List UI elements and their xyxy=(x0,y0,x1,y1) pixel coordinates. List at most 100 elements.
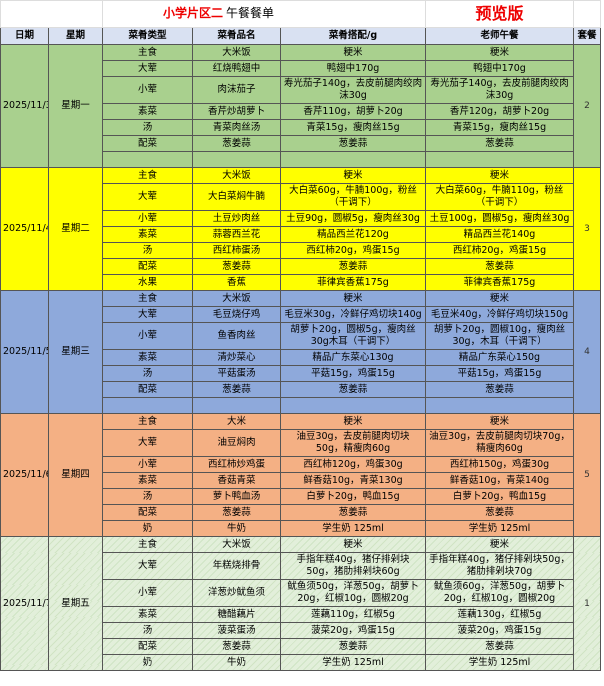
menu-cell: 土豆100g，圆椒5g，瘦肉丝30g xyxy=(425,210,575,227)
menu-row: 小荤 肉沫茄子 寿光茄子140g，去皮前腿肉绞肉沫30g 寿光茄子140g，去皮前腿肉… xyxy=(0,76,601,104)
menu-cell: 汤 xyxy=(102,488,193,505)
menu-cell: 葱姜蒜 xyxy=(192,258,281,275)
menu-cell: 油豆30g，去皮前腿肉切块70g，精瘦肉60g xyxy=(425,429,575,457)
menu-cell: 鸭翅中170g xyxy=(279,60,427,77)
menu-cell: 香蕉 xyxy=(192,274,281,291)
menu-cell: 水果 xyxy=(102,274,193,291)
preview-label: 预览版 xyxy=(425,0,575,28)
menu-cell: 萝卜鸭血汤 xyxy=(192,488,281,505)
menu-row: 汤萝卜鸭血汤 白萝卜20g，鸭血15g 白萝卜20g，鸭血15g xyxy=(0,488,601,505)
menu-cell: 葱姜蒜 xyxy=(425,638,575,655)
menu-cell: 粳米 xyxy=(279,536,427,553)
menu-cell: 菠菜蛋汤 xyxy=(192,622,281,639)
menu-cell: 小荤 xyxy=(102,322,193,350)
menu-row: 奶牛奶 学生奶 125ml 学生奶 125ml xyxy=(0,654,601,671)
empty-cell xyxy=(192,397,281,414)
menu-cell: 青菜肉丝汤 xyxy=(192,119,281,136)
menu-cell: 葱姜蒜 xyxy=(425,504,575,521)
menu-cell: 肉沫茄子 xyxy=(192,76,281,104)
empty-cell xyxy=(425,151,575,168)
menu-cell: 年糕烧排骨 xyxy=(192,552,281,580)
column-header: 老师午餐 xyxy=(425,27,575,45)
menu-cell: 菠菜20g，鸡蛋15g xyxy=(425,622,575,639)
menu-row: 小荤 西红柿炒鸡蛋 西红柿120g，鸡蛋30g 西红柿150g，鸡蛋30g xyxy=(0,456,601,473)
menu-cell: 素菜 xyxy=(102,103,193,120)
menu-cell: 主食 xyxy=(102,536,193,553)
menu-cell: 粳米 xyxy=(425,536,575,553)
menu-cell: 粳米 xyxy=(279,44,427,61)
date-cell: 2025/11/5 xyxy=(0,290,49,414)
date-cell: 2025/11/3 xyxy=(0,44,49,168)
menu-cell: 土豆90g，圆椒5g，瘦肉丝30g xyxy=(279,210,427,227)
menu-cell: 精品广东菜心130g xyxy=(279,349,427,366)
menu-cell: 莲藕130g，红椒5g xyxy=(425,606,575,623)
menu-row: 小荤 土豆炒肉丝 土豆90g，圆椒5g，瘦肉丝30g 土豆100g，圆椒5g，瘦肉丝3… xyxy=(0,210,601,227)
menu-cell: 配菜 xyxy=(102,135,193,152)
menu-cell: 土豆炒肉丝 xyxy=(192,210,281,227)
menu-cell: 洋葱炒鱿鱼须 xyxy=(192,579,281,607)
menu-cell: 葱姜蒜 xyxy=(279,638,427,655)
empty-cell xyxy=(192,151,281,168)
menu-cell: 西红柿20g，鸡蛋15g xyxy=(425,242,575,259)
menu-cell: 鲜香菇10g，青菜140g xyxy=(425,472,575,489)
menu-row: 配菜 葱姜蒜 葱姜蒜 葱姜蒜 xyxy=(0,135,601,152)
menu-cell: 大白菜60g，牛腩110g，粉丝（干调下） xyxy=(425,183,575,211)
menu-cell: 西红柿150g，鸡蛋30g xyxy=(425,456,575,473)
column-header: 日期 xyxy=(0,27,49,45)
weekday-cell: 星期二 xyxy=(48,167,103,291)
menu-cell: 糖醋藕片 xyxy=(192,606,281,623)
column-header: 菜肴品名 xyxy=(192,27,281,45)
menu-row: 素菜 香菇青菜 鲜香菇10g，青菜130g 鲜香菇10g，青菜140g xyxy=(0,472,601,489)
menu-cell: 精品西兰花140g xyxy=(425,226,575,243)
menu-cell: 西红柿炒鸡蛋 xyxy=(192,456,281,473)
menu-cell: 寿光茄子140g，去皮前腿肉绞肉沫30g xyxy=(279,76,427,104)
menu-cell: 配菜 xyxy=(102,258,193,275)
menu-cell: 西红柿20g，鸡蛋15g xyxy=(279,242,427,259)
menu-cell: 菲律宾香蕉175g xyxy=(425,274,575,291)
menu-cell: 平菇15g，鸡蛋15g xyxy=(425,365,575,382)
set-cell: 4 xyxy=(573,290,602,414)
weekday-cell: 星期一 xyxy=(48,44,103,168)
menu-cell: 寿光茄子140g，去皮前腿肉绞肉沫30g xyxy=(425,76,575,104)
menu-cell: 蒜蓉西兰花 xyxy=(192,226,281,243)
menu-cell: 素菜 xyxy=(102,349,193,366)
menu-cell: 西红柿蛋汤 xyxy=(192,242,281,259)
menu-cell: 大荤 xyxy=(102,183,193,211)
menu-cell: 小荤 xyxy=(102,210,193,227)
menu-cell: 小荤 xyxy=(102,456,193,473)
menu-cell: 大米饭 xyxy=(192,290,281,307)
menu-cell: 学生奶 125ml xyxy=(425,520,575,537)
menu-row: 配菜 葱姜蒜 葱姜蒜 葱姜蒜 xyxy=(0,504,601,521)
column-header: 菜肴搭配/g xyxy=(279,27,427,45)
empty-cell xyxy=(425,397,575,414)
date-cell: 2025/11/4 xyxy=(0,167,49,291)
menu-row: 2025/11/6 星期四 主食 大米 粳米 粳米 5 xyxy=(0,413,602,537)
set-cell: 2 xyxy=(573,44,602,168)
menu-cell: 主食 xyxy=(102,44,193,61)
menu-row: 2025/11/4 星期二 主食 大米饭 粳米 粳米 3 xyxy=(0,167,602,291)
empty-cell xyxy=(102,397,193,414)
menu-cell: 油豆30g，去皮前腿肉切块50g，精瘦肉60g xyxy=(279,429,427,457)
menu-cell: 汤 xyxy=(102,119,193,136)
menu-cell: 葱姜蒜 xyxy=(425,381,575,398)
menu-cell: 小荤 xyxy=(102,76,193,104)
header-row: 日期 星期 菜肴类型 菜肴品名 菜肴搭配/g 老师午餐 套餐 xyxy=(0,27,602,45)
menu-cell: 大米饭 xyxy=(192,536,281,553)
menu-cell: 大米饭 xyxy=(192,167,281,184)
menu-table: 小学片区二 午餐餐单 预览版 日期 星期 菜肴类型 菜肴品名 菜肴搭配/g 老师午餐 套餐 … xyxy=(0,0,602,671)
set-cell: 3 xyxy=(573,167,602,291)
menu-cell: 手指年糕40g，猪仔排剁块50g，猪肋排剁块60g xyxy=(279,552,427,580)
menu-cell: 鱼香肉丝 xyxy=(192,322,281,350)
menu-row: 汤菠菜蛋汤 菠菜20g，鸡蛋15g 菠菜20g，鸡蛋15g xyxy=(0,622,601,639)
menu-cell: 素菜 xyxy=(102,606,193,623)
menu-cell: 葱姜蒜 xyxy=(279,381,427,398)
menu-cell: 主食 xyxy=(102,290,193,307)
menu-cell: 莲藕110g，红椒5g xyxy=(279,606,427,623)
empty-cell xyxy=(279,397,427,414)
menu-cell: 白萝卜20g，鸭血15g xyxy=(425,488,575,505)
set-cell: 1 xyxy=(573,536,602,671)
menu-cell: 平菇蛋汤 xyxy=(192,365,281,382)
weekday-cell: 星期四 xyxy=(48,413,103,537)
menu-cell: 牛奶 xyxy=(192,520,281,537)
date-cell: 2025/11/7 xyxy=(0,536,49,671)
